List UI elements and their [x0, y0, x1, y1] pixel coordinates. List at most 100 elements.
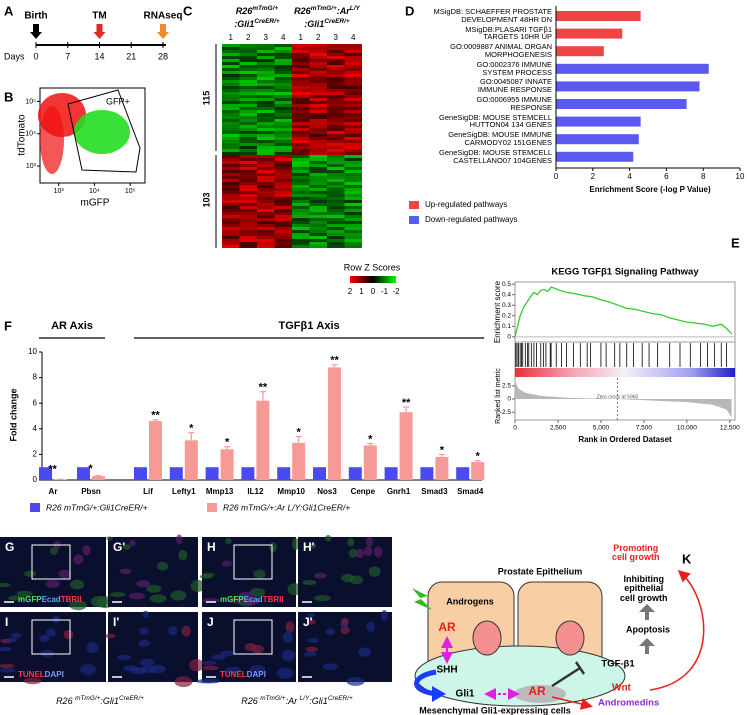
heatmap-cell [327, 155, 345, 158]
heatmap-cell [327, 149, 345, 152]
axis-label: Enrichment score [493, 280, 502, 343]
heatmap-cell [344, 242, 362, 245]
heatmap-cell [309, 134, 327, 137]
heatmap-cell [327, 233, 345, 236]
heatmap-cell [292, 242, 310, 245]
heatmap-cell [239, 152, 257, 155]
heatmap-cell [309, 122, 327, 125]
heatmap-cell [344, 68, 362, 71]
heatmap-cell [239, 206, 257, 209]
bar [313, 467, 326, 480]
heatmap-cell [222, 164, 240, 167]
heatmap-cell [327, 143, 345, 146]
tissue-texture [305, 646, 319, 652]
heatmap-cell [239, 74, 257, 77]
label-part: CreER/+ [119, 695, 144, 702]
heatmap-cell [257, 59, 275, 62]
heatmap-cell [292, 68, 310, 71]
caption: R26 mTmG/+:Ar L/Y:Gli1CreER/+ [241, 695, 353, 706]
heatmap-cell [292, 113, 310, 116]
heatmap-cell [292, 164, 310, 167]
bar [205, 467, 219, 480]
heatmap-cell [274, 47, 292, 50]
heatmap-cell [239, 236, 257, 239]
heatmap-cell [292, 206, 310, 209]
heatmap-cell [222, 215, 240, 218]
tick-label: 10⁴ [25, 131, 36, 138]
tissue-texture [119, 568, 132, 575]
heatmap-cell [327, 122, 345, 125]
significance-label: * [297, 426, 302, 438]
heatmap-cell [257, 71, 275, 74]
heatmap-cell [239, 107, 257, 110]
heatmap-cell [327, 218, 345, 221]
tissue-texture [0, 646, 12, 652]
heatmap-cell [239, 128, 257, 131]
heatmap-cell [309, 125, 327, 128]
tissue-texture [347, 538, 355, 547]
inhibition-bar [574, 661, 586, 675]
tick-label: 0.2 [502, 312, 511, 319]
plot-frame [514, 281, 736, 421]
heatmap-cell [292, 236, 310, 239]
heatmap-cell [257, 236, 275, 239]
heatmap-cell [239, 161, 257, 164]
heatmap-cell [292, 125, 310, 128]
tissue-texture [16, 590, 33, 597]
heatmap-cell [222, 50, 240, 53]
scale-label: 0 [371, 287, 376, 296]
heatmap-cell [239, 188, 257, 191]
heatmap-cell [292, 107, 310, 110]
heatmap-cell [292, 128, 310, 131]
heatmap-cell [327, 89, 345, 92]
bar [134, 467, 147, 480]
heatmap-cell [222, 230, 240, 233]
heatmap-cell [257, 200, 275, 203]
bar [292, 442, 306, 480]
heatmap-cell [222, 188, 240, 191]
heatmap-cell [257, 86, 275, 89]
bar [256, 400, 270, 480]
tissue-texture [149, 594, 167, 603]
heatmap-cell [222, 107, 240, 110]
heatmap-cell [257, 149, 275, 152]
heatmap-cell [257, 44, 275, 47]
tissue-texture [189, 659, 205, 672]
significance-label: ** [259, 382, 268, 394]
tick-label: 0.4 [502, 291, 511, 298]
heatmap-cell [309, 62, 327, 65]
heatmap-cell [292, 188, 310, 191]
heatmap-cell [344, 152, 362, 155]
bar [363, 445, 377, 480]
heatmap-cell [309, 113, 327, 116]
heatmap-cell [257, 80, 275, 83]
heatmap-cell [292, 209, 310, 212]
stain-name: TBRII [61, 595, 82, 604]
annotation: Zero cross at 5960 [597, 394, 639, 400]
heatmap-cell [222, 173, 240, 176]
tissue-texture [40, 649, 54, 658]
bar [328, 367, 341, 480]
bar [39, 467, 52, 480]
heatmap-cell [292, 62, 310, 65]
heatmap-cell [309, 161, 327, 164]
panel-letter: D [405, 3, 414, 18]
heatmap-cell [344, 47, 362, 50]
tissue-texture [202, 665, 219, 671]
axis-label: Days [4, 51, 25, 61]
heatmap-cell [239, 92, 257, 95]
heatmap-cell [239, 167, 257, 170]
heatmap-cell [344, 50, 362, 53]
heatmap-cell [222, 95, 240, 98]
heatmap-cell [222, 101, 240, 104]
significance-label: * [368, 433, 373, 445]
heatmap-cell [292, 89, 310, 92]
stain-label: TUNELDAPI [18, 670, 64, 679]
tick-label: 28 [158, 51, 168, 61]
bar [556, 81, 700, 92]
legend-label: Up-regulated pathways [425, 200, 507, 209]
bar [420, 467, 434, 480]
inset-box [31, 544, 71, 580]
heatmap-cell [292, 221, 310, 224]
heatmap-cell [309, 149, 327, 152]
